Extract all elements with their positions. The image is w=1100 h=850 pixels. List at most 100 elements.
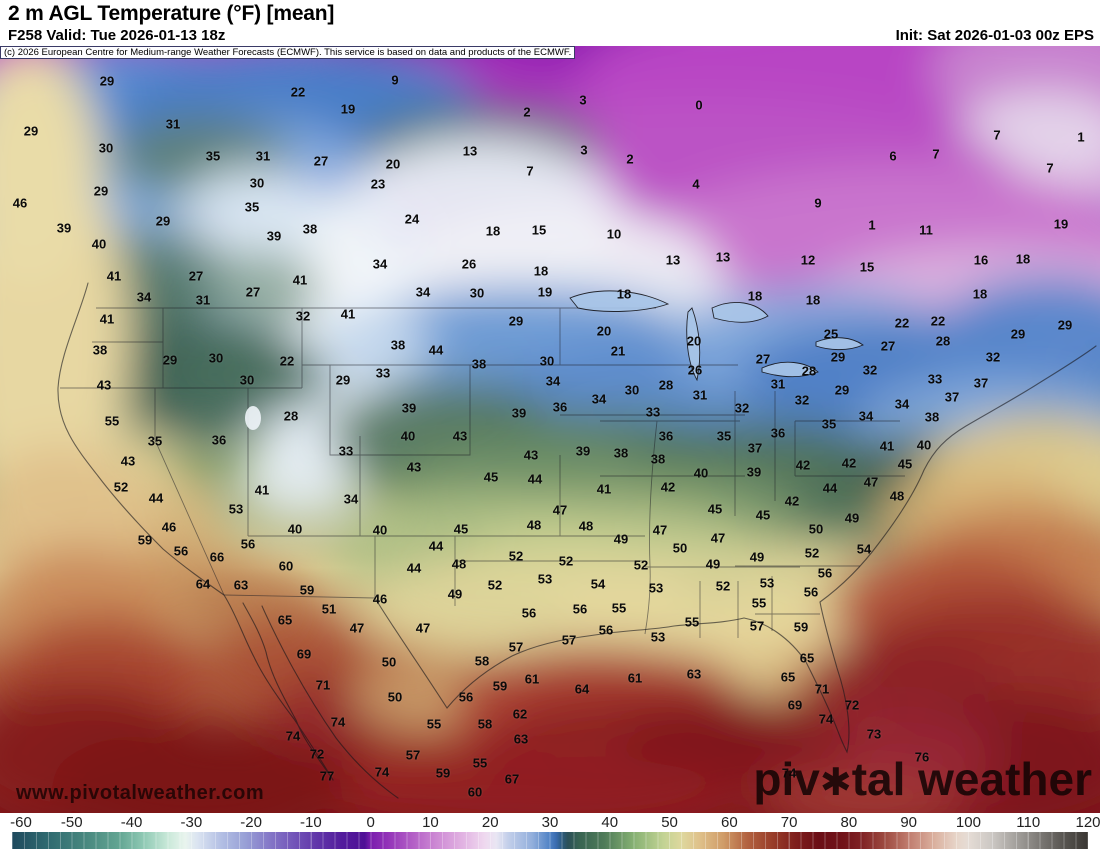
watermark-url: www.pivotalweather.com xyxy=(16,782,265,804)
temp-label: 13 xyxy=(462,143,478,159)
temp-label: 60 xyxy=(278,558,294,574)
temp-label: 33 xyxy=(645,404,661,420)
temp-label: 53 xyxy=(537,571,553,587)
temp-label: 13 xyxy=(715,249,731,265)
temp-label: 32 xyxy=(862,362,878,378)
temp-label: 64 xyxy=(574,681,590,697)
temp-label: 76 xyxy=(914,749,930,765)
temp-label: 30 xyxy=(469,285,485,301)
temp-label: 34 xyxy=(415,284,431,300)
colorbar-tick-label: 80 xyxy=(840,814,858,831)
temp-label: 39 xyxy=(575,443,591,459)
temp-label: 41 xyxy=(340,306,356,322)
temp-label: 56 xyxy=(803,584,819,600)
temp-label: 46 xyxy=(372,591,388,607)
temp-label: 55 xyxy=(751,595,767,611)
temp-label: 2 xyxy=(523,104,531,120)
temp-label: 36 xyxy=(770,425,786,441)
temp-label: 52 xyxy=(804,545,820,561)
temp-label: 38 xyxy=(924,409,940,425)
temp-label: 71 xyxy=(814,681,830,697)
temp-label: 55 xyxy=(104,413,120,429)
temp-label: 13 xyxy=(665,252,681,268)
temp-label: 27 xyxy=(880,338,896,354)
temp-label: 48 xyxy=(889,488,905,504)
temp-label: 41 xyxy=(292,272,308,288)
temp-label: 59 xyxy=(793,619,809,635)
temp-label: 31 xyxy=(255,148,271,164)
temp-label: 23 xyxy=(370,176,386,192)
temp-label: 44 xyxy=(148,490,164,506)
temp-label: 12 xyxy=(800,252,816,268)
temp-label: 35 xyxy=(716,428,732,444)
temp-label: 38 xyxy=(613,445,629,461)
temp-label: 18 xyxy=(485,223,501,239)
temp-label: 53 xyxy=(228,501,244,517)
temp-label: 28 xyxy=(801,363,817,379)
temp-label: 34 xyxy=(858,408,874,424)
temp-label: 28 xyxy=(658,377,674,393)
temp-label: 10 xyxy=(606,226,622,242)
logo-text: tal weather xyxy=(851,753,1092,805)
temp-label: 32 xyxy=(985,349,1001,365)
temp-label: 26 xyxy=(461,256,477,272)
temp-label: 27 xyxy=(313,153,329,169)
temp-label: 29 xyxy=(155,213,171,229)
temp-label: 43 xyxy=(523,447,539,463)
temp-label: 3 xyxy=(579,92,587,108)
temp-label: 57 xyxy=(561,632,577,648)
temp-label: 50 xyxy=(387,689,403,705)
temp-label: 66 xyxy=(209,549,225,565)
temp-label: 18 xyxy=(533,263,549,279)
temp-label: 30 xyxy=(98,140,114,156)
temp-label: 34 xyxy=(136,289,152,305)
temp-label: 43 xyxy=(120,453,136,469)
temp-label: 44 xyxy=(428,538,444,554)
temp-label: 18 xyxy=(805,292,821,308)
temp-label: 67 xyxy=(504,771,520,787)
temp-label: 44 xyxy=(822,480,838,496)
temp-label: 7 xyxy=(1046,160,1054,176)
temp-label: 20 xyxy=(686,333,702,349)
temp-label: 36 xyxy=(658,428,674,444)
temp-label: 16 xyxy=(973,252,989,268)
temp-label: 38 xyxy=(390,337,406,353)
temp-label: 45 xyxy=(483,469,499,485)
temp-label: 29 xyxy=(508,313,524,329)
logo-text: piv xyxy=(753,753,820,805)
temp-label: 7 xyxy=(993,127,1001,143)
colorbar-tick-label: 10 xyxy=(422,814,439,831)
temp-label: 50 xyxy=(672,540,688,556)
temp-label: 40 xyxy=(916,437,932,453)
temp-label: 54 xyxy=(590,576,606,592)
temp-label: 48 xyxy=(526,517,542,533)
temp-label: 1 xyxy=(1077,129,1085,145)
temp-label: 49 xyxy=(447,586,463,602)
great-lakes xyxy=(245,290,864,430)
temp-label: 45 xyxy=(755,507,771,523)
init-time-label: Init: Sat 2026-01-03 00z EPS xyxy=(895,27,1094,44)
temp-label: 20 xyxy=(596,323,612,339)
temp-label: 63 xyxy=(233,577,249,593)
temp-label: 64 xyxy=(195,576,211,592)
colorbar-tick-label: 90 xyxy=(900,814,917,831)
colorbar-tick-label: -60 xyxy=(10,814,32,831)
temp-label: 65 xyxy=(277,612,293,628)
temperature-map[interactable]: 29 22 19 29 31 30 35 31 27 30 29 35 46 39 29 38 39 40 41 27… xyxy=(0,46,1100,813)
temp-label: 59 xyxy=(492,678,508,694)
temp-label: 53 xyxy=(650,629,666,645)
temp-label: 63 xyxy=(686,666,702,682)
temp-label: 4 xyxy=(692,176,700,192)
temp-label: 31 xyxy=(692,387,708,403)
temp-label: 47 xyxy=(415,620,431,636)
temp-label: 0 xyxy=(695,97,703,113)
temp-label: 41 xyxy=(106,268,122,284)
temp-label: 22 xyxy=(290,84,306,100)
temp-label: 42 xyxy=(841,455,857,471)
temp-label: 51 xyxy=(321,601,337,617)
temp-label: 11 xyxy=(919,222,933,238)
temp-label: 40 xyxy=(287,521,303,537)
temp-label: 33 xyxy=(927,371,943,387)
temp-label: 57 xyxy=(405,747,421,763)
temp-label: 37 xyxy=(944,389,960,405)
